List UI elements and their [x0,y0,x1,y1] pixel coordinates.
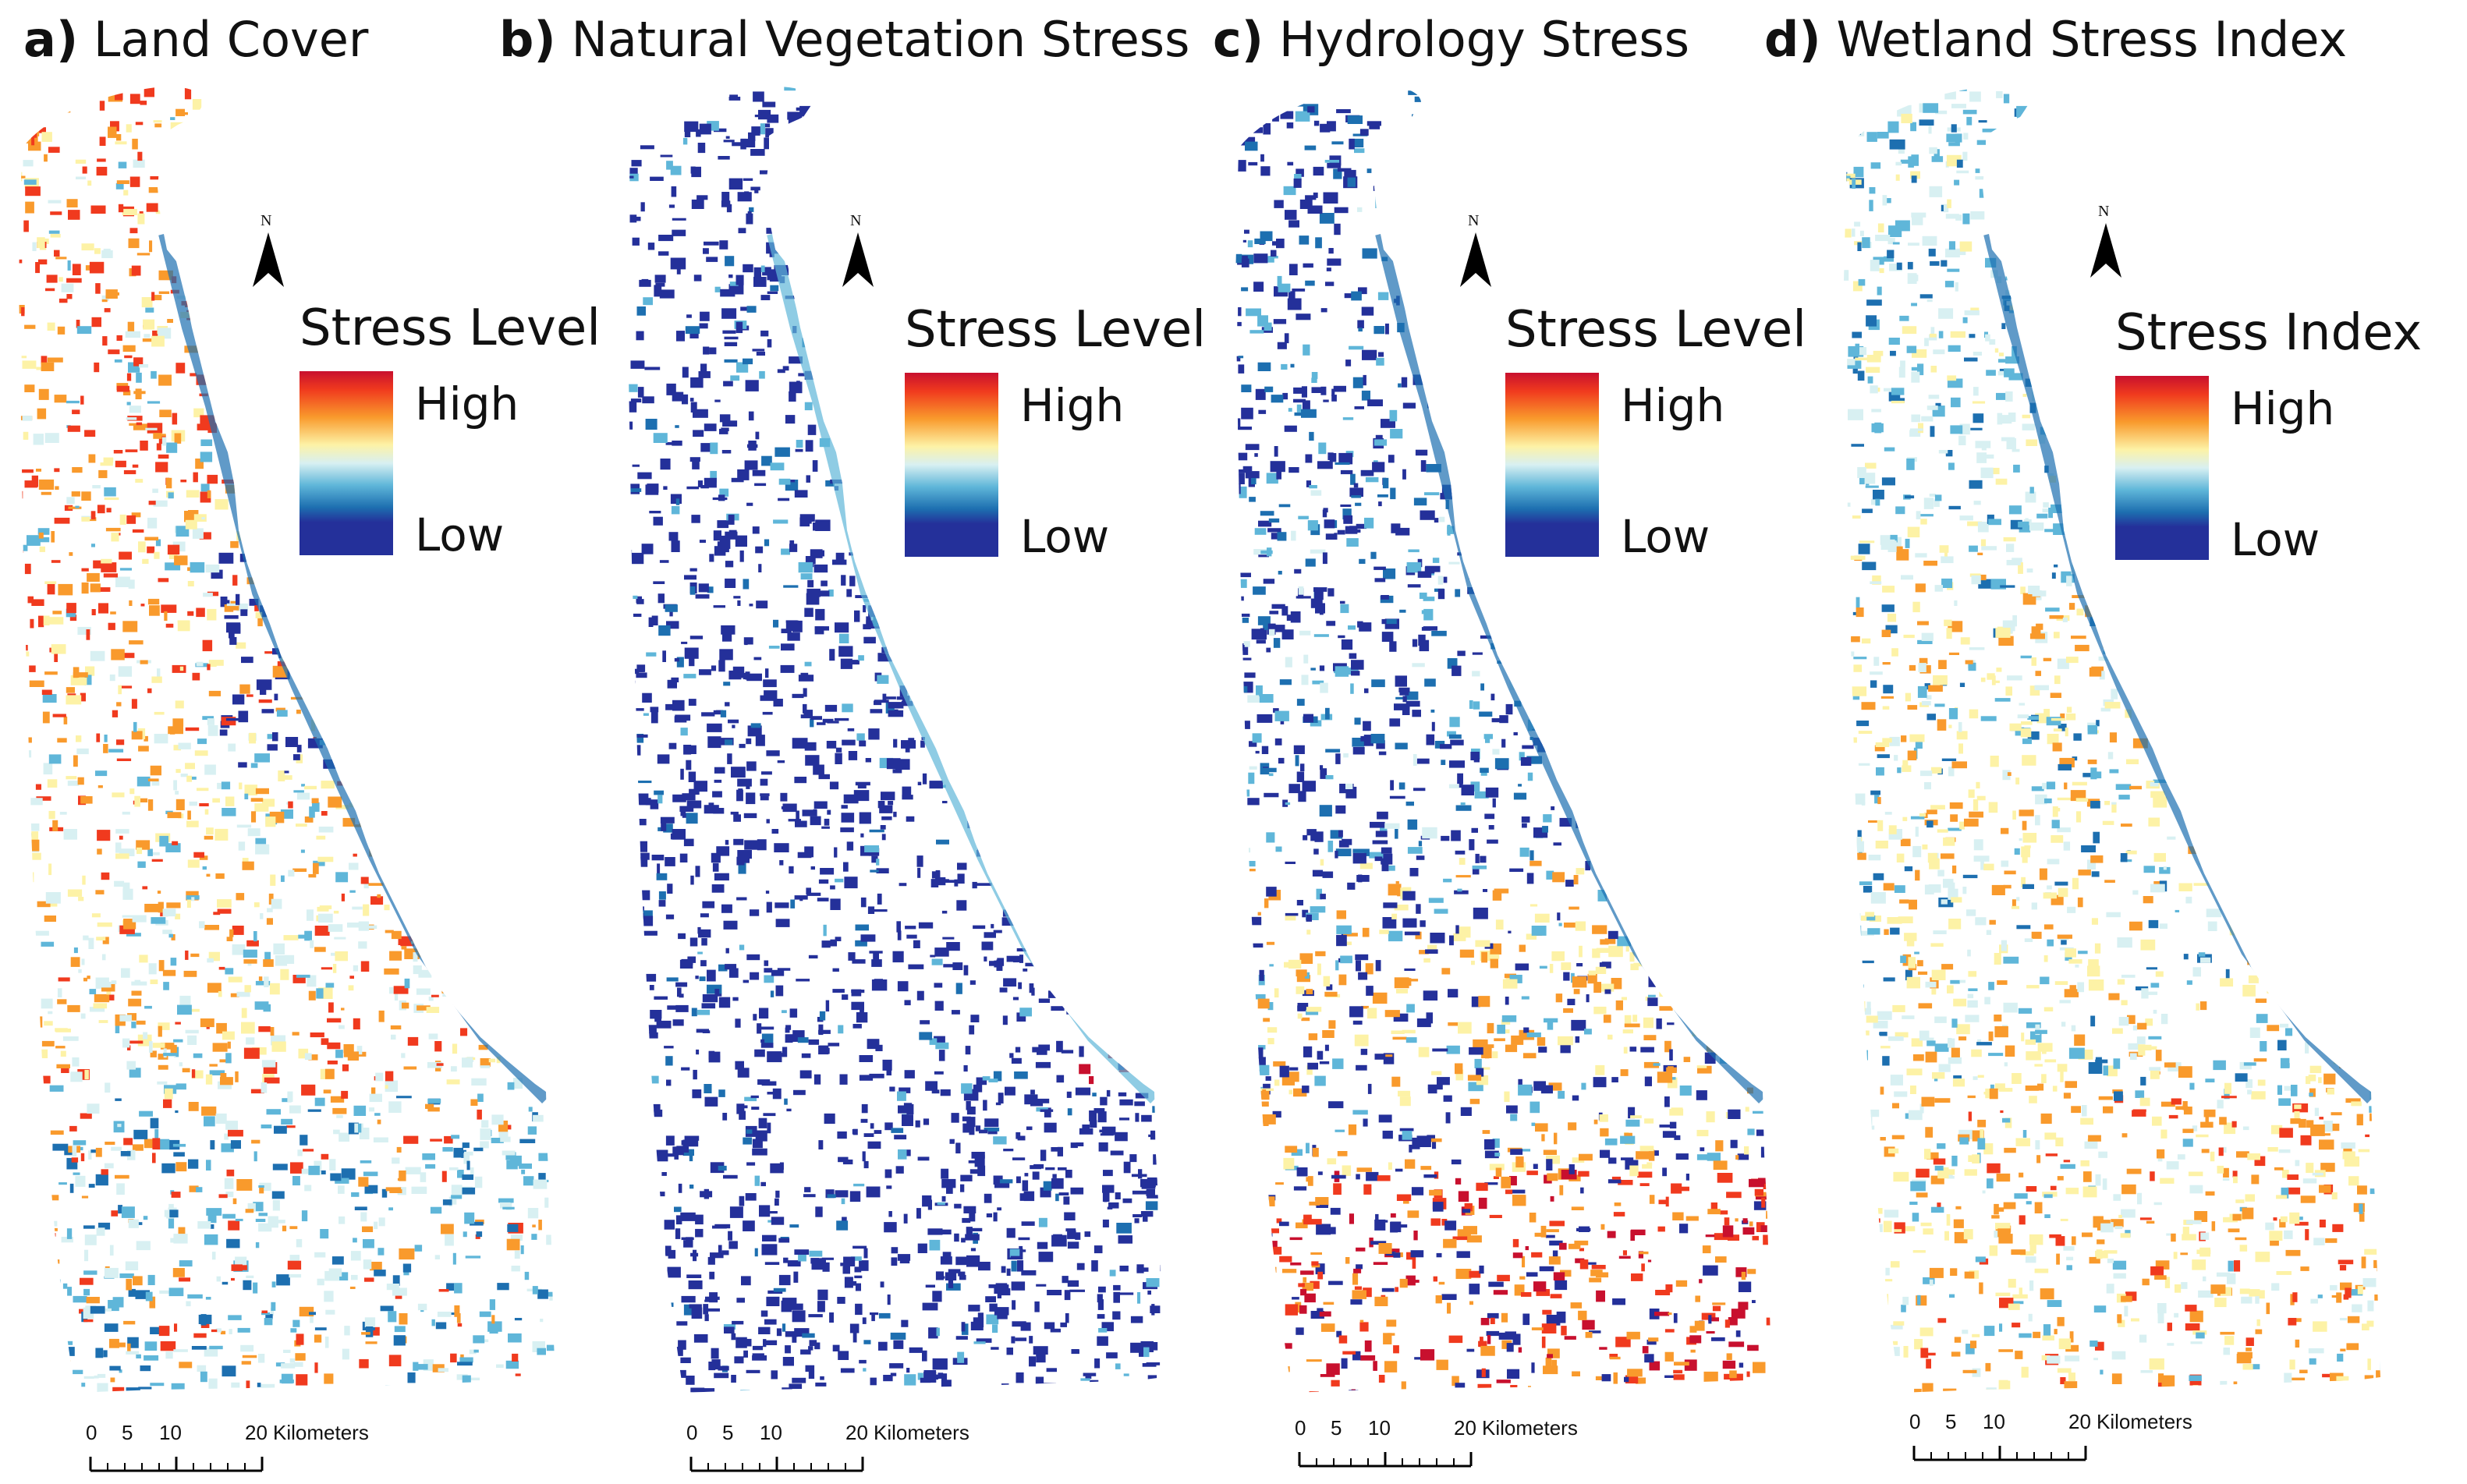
panel-title-text: Land Cover [93,11,369,68]
legend-color-ramp [300,371,393,555]
panel-letter: d) [1764,11,1821,68]
north-arrow: N [2089,203,2123,281]
scale-tick-10: 10 [1368,1416,1391,1440]
map-land-cover [19,87,555,1394]
scale-tick-0: 0 [86,1421,97,1444]
panel-title: c) Hydrology Stress [1213,11,1689,68]
panel-title: d) Wetland Stress Index [1764,11,2347,68]
north-label: N [1468,212,1480,229]
scale-tick-5: 5 [122,1421,133,1444]
panel-natural-vegetation-stress: b) Natural Vegetation Stress N Stress Le… [499,0,1225,1484]
map-pixels [19,87,555,1394]
north-arrow-icon [842,232,874,287]
scale-tick-20: 20 [2068,1410,2091,1433]
scale-ruler [1912,1446,2087,1461]
panel-letter: a) [23,11,79,68]
panel-title-text: Hydrology Stress [1278,11,1689,68]
panel-title-text: Natural Vegetation Stress [571,11,1190,68]
scale-tick-5: 5 [722,1421,734,1444]
scale-tick-10: 10 [159,1421,182,1444]
panel-letter: b) [499,11,556,68]
scale-tick-0: 0 [1295,1416,1306,1440]
map-pixels [627,87,1164,1394]
legend-high-label: High [2231,382,2335,435]
north-label: N [261,212,272,229]
legend-title: Stress Level [905,301,1206,359]
panel-hydrology-stress: c) Hydrology Stress N Stress Level High … [1213,0,1833,1484]
north-arrow-icon [2090,223,2121,278]
north-arrow: N [251,212,285,290]
north-arrow: N [841,212,875,290]
scale-bar: 0 5 10 20 Kilometers [1292,1416,1578,1471]
panel-title: a) Land Cover [23,11,368,68]
legend-color-ramp [905,373,998,557]
map-wetland-stress-index [1844,87,2380,1394]
scale-unit: Kilometers [874,1421,969,1444]
legend-color-ramp [1505,373,1599,557]
map-natural-vegetation-stress [627,87,1164,1394]
scale-ruler [89,1457,264,1472]
north-label: N [2098,203,2110,220]
scale-tick-5: 5 [1945,1410,1957,1433]
scale-bar: 0 5 10 20 Kilometers [83,1421,369,1475]
north-arrow: N [1459,212,1493,290]
legend-high-label: High [1621,379,1725,432]
legend-title: Stress Level [300,299,601,357]
legend-title: Stress Level [1505,301,1806,359]
panel-land-cover: a) Land Cover N Stress Level High Low 0 … [0,0,616,1484]
scale-bar: 0 5 10 20 Kilometers [1906,1410,2192,1465]
scale-tick-20: 20 [845,1421,868,1444]
scale-tick-0: 0 [1909,1410,1921,1433]
north-arrow-icon [253,232,284,287]
scale-ruler [1298,1452,1473,1468]
scale-unit: Kilometers [1482,1416,1578,1440]
scale-tick-20: 20 [245,1421,268,1444]
scale-tick-0: 0 [686,1421,698,1444]
legend-low-label: Low [1621,510,1710,563]
legend-high-label: High [1020,379,1125,432]
north-arrow-icon [1460,232,1491,287]
north-label: N [850,212,862,229]
legend-title: Stress Index [2115,304,2423,362]
panel-letter: c) [1213,11,1264,68]
panel-title: b) Natural Vegetation Stress [499,11,1189,68]
legend-low-label: Low [415,508,505,561]
scale-ruler [689,1457,864,1472]
scale-tick-20: 20 [1454,1416,1476,1440]
map-hydrology-stress [1235,87,1772,1394]
scale-unit: Kilometers [273,1421,369,1444]
scale-bar: 0 5 10 20 Kilometers [683,1421,969,1475]
scale-tick-5: 5 [1331,1416,1342,1440]
scale-tick-10: 10 [1983,1410,2005,1433]
scale-unit: Kilometers [2097,1410,2192,1433]
scale-tick-10: 10 [760,1421,782,1444]
legend-low-label: Low [1020,510,1110,563]
map-pixels [1235,87,1772,1394]
legend-low-label: Low [2231,513,2320,566]
panel-wetland-stress-index: d) Wetland Stress Index N Stress Index H… [1764,0,2441,1484]
legend-high-label: High [415,377,519,430]
legend-color-ramp [2115,376,2209,560]
panel-title-text: Wetland Stress Index [1836,11,2348,68]
